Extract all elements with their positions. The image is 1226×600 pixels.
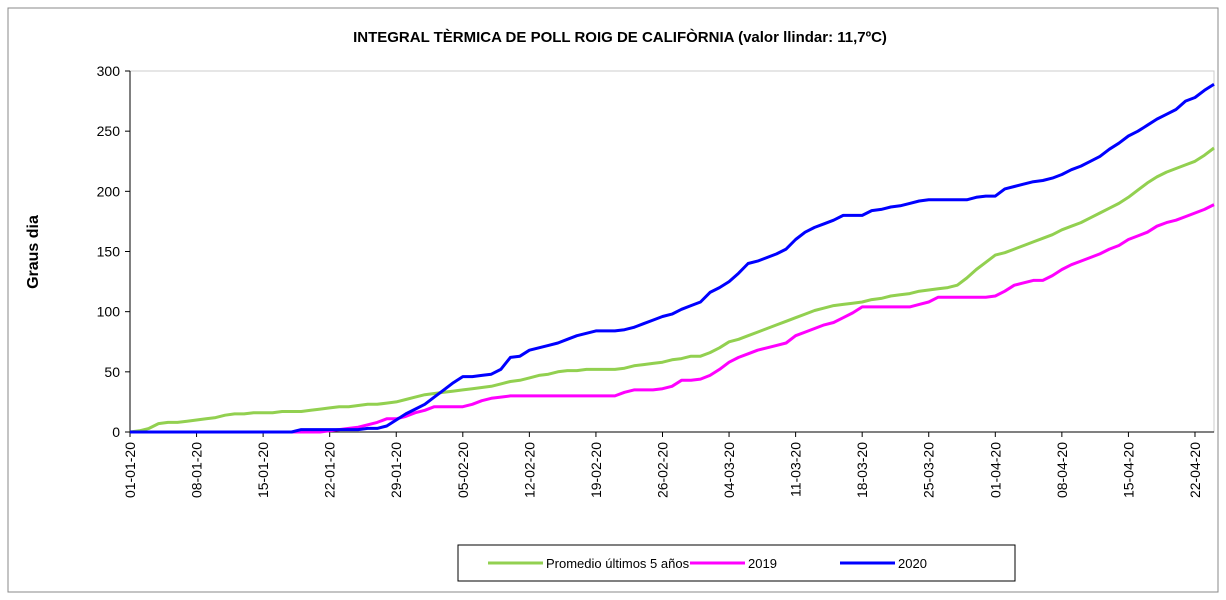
x-tick-label: 25-03-20 (921, 442, 937, 498)
x-tick-label: 15-04-20 (1120, 442, 1136, 498)
x-tick-label: 08-01-20 (189, 442, 205, 498)
x-tick-label: 01-01-20 (122, 442, 138, 498)
y-tick-label: 250 (97, 123, 121, 139)
legend-label: Promedio últimos 5 años (546, 556, 690, 571)
y-tick-label: 300 (97, 63, 121, 79)
x-tick-label: 15-01-20 (255, 442, 271, 498)
chart-title: INTEGRAL TÈRMICA DE POLL ROIG DE CALIFÒR… (353, 28, 887, 46)
x-tick-label: 22-04-20 (1187, 442, 1203, 498)
x-tick-label: 22-01-20 (322, 442, 338, 498)
x-tick-label: 11-03-20 (788, 442, 804, 497)
legend-label: 2020 (898, 556, 927, 571)
y-axis-label: Graus dia (25, 215, 42, 289)
x-tick-label: 08-04-20 (1054, 442, 1070, 498)
y-tick-label: 200 (97, 183, 121, 199)
y-tick-label: 150 (97, 244, 121, 260)
x-tick-label: 29-01-20 (388, 442, 404, 498)
x-tick-label: 04-03-20 (721, 442, 737, 498)
x-tick-label: 05-02-20 (455, 442, 471, 498)
legend-box (457, 544, 1016, 582)
series-line (130, 82, 1215, 434)
chart-frame (7, 7, 1219, 593)
legend-label: 2019 (748, 556, 777, 571)
x-tick-label: 18-03-20 (854, 442, 870, 498)
series-line (129, 146, 1215, 434)
x-tick-label: 01-04-20 (987, 442, 1003, 498)
y-tick-label: 100 (97, 304, 121, 320)
x-tick-label: 26-02-20 (654, 442, 670, 498)
y-tick-label: 0 (112, 424, 120, 440)
y-tick-label: 50 (104, 364, 120, 380)
x-tick-label: 12-02-20 (521, 442, 537, 498)
x-tick-label: 19-02-20 (588, 442, 604, 498)
series-line (130, 203, 1215, 434)
